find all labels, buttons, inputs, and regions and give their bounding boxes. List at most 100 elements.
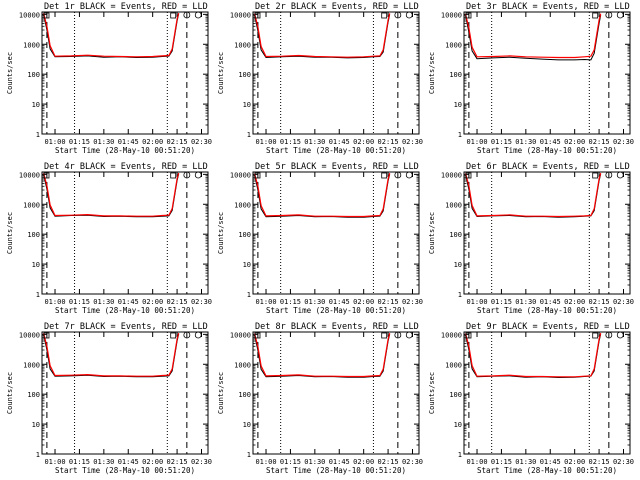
series-line-lld	[254, 333, 391, 378]
y-tick-label: 1000	[23, 201, 40, 209]
series-line-lld	[465, 332, 602, 378]
x-tick-label: 01:15	[491, 138, 512, 146]
x-axis-label: Start Time (28-May-10 00:51:20)	[266, 306, 406, 315]
end-marker-circle	[616, 171, 624, 179]
y-tick-label: 1000	[234, 201, 251, 209]
y-tick-label: 10000	[19, 11, 40, 19]
y-axis-label: Counts/sec	[217, 372, 225, 414]
detector-panel: Det 7r BLACK = Events, RED = LLD 1 10 100 10…	[6, 322, 212, 475]
end-marker-circle	[616, 11, 624, 19]
y-axis-label: Counts/sec	[6, 52, 14, 94]
x-tick-label: 01:45	[329, 138, 350, 146]
series-line-lld	[43, 172, 180, 217]
x-tick-label: 01:45	[329, 298, 350, 306]
y-tick-label: 100	[238, 71, 251, 79]
end-marker-square	[592, 12, 599, 19]
panel-title: Det 1r BLACK = Events, RED = LLD	[44, 2, 208, 12]
x-tick-label: 01:00	[466, 298, 487, 306]
panel-title: Det 9r BLACK = Events, RED = LLD	[466, 322, 630, 332]
x-tick-label: 01:30	[515, 298, 536, 306]
series-line-lld	[465, 13, 602, 59]
x-tick-label: 02:15	[167, 298, 188, 306]
end-marker-circle	[605, 171, 613, 179]
y-tick-label: 10000	[230, 171, 251, 179]
end-marker-square	[592, 332, 599, 339]
end-marker-square	[381, 172, 388, 179]
y-axis-label: Counts/sec	[217, 212, 225, 254]
y-tick-label: 10000	[230, 11, 251, 19]
series-line-lld	[465, 172, 602, 218]
y-tick-label: 1	[247, 291, 251, 299]
end-marker-circle	[394, 171, 402, 179]
x-tick-label: 02:15	[167, 458, 188, 466]
x-axis-label: Start Time (28-May-10 00:51:20)	[55, 466, 195, 475]
x-tick-label: 01:30	[93, 298, 114, 306]
start-marker-square	[43, 332, 50, 339]
y-tick-label: 1000	[234, 361, 251, 369]
x-tick-label: 02:15	[589, 298, 610, 306]
panel-title: Det 7r BLACK = Events, RED = LLD	[44, 322, 208, 332]
x-tick-label: 01:30	[93, 138, 114, 146]
plot-frame	[41, 331, 209, 455]
y-tick-label: 10	[454, 101, 462, 109]
x-tick-label: 01:15	[280, 298, 301, 306]
x-tick-label: 01:45	[118, 298, 139, 306]
end-marker-square	[381, 12, 388, 19]
y-tick-label: 10	[32, 261, 40, 269]
x-axis-label: Start Time (28-May-10 00:51:20)	[266, 146, 406, 155]
detector-panel: Det 5r BLACK = Events, RED = LLD 1 10 100 10…	[217, 162, 423, 315]
y-tick-label: 10000	[441, 171, 462, 179]
x-tick-label: 02:15	[589, 138, 610, 146]
x-tick-label: 02:30	[191, 458, 212, 466]
y-tick-label: 1	[458, 291, 462, 299]
end-marker-circle	[194, 11, 202, 19]
series-line-events	[465, 333, 602, 379]
y-tick-label: 1000	[445, 361, 462, 369]
y-tick-label: 1	[458, 131, 462, 139]
panel-title: Det 4r BLACK = Events, RED = LLD	[44, 162, 208, 172]
start-marker-square	[254, 12, 261, 19]
x-axis-label: Start Time (28-May-10 00:51:20)	[477, 146, 617, 155]
x-tick-label: 01:45	[540, 458, 561, 466]
y-tick-label: 1	[36, 131, 40, 139]
y-axis-label: Counts/sec	[6, 372, 14, 414]
series-line-events	[465, 173, 602, 218]
x-tick-label: 01:15	[280, 138, 301, 146]
x-tick-label: 01:30	[304, 138, 325, 146]
x-tick-label: 01:00	[44, 138, 65, 146]
series-line-events	[254, 173, 391, 218]
y-tick-label: 10000	[19, 331, 40, 339]
x-tick-label: 01:00	[466, 458, 487, 466]
panel-title: Det 5r BLACK = Events, RED = LLD	[255, 162, 419, 172]
plot-frame	[252, 331, 420, 455]
x-tick-label: 01:45	[329, 458, 350, 466]
series-line-lld	[254, 13, 391, 58]
series-line-events	[254, 14, 391, 59]
y-tick-label: 1000	[23, 41, 40, 49]
y-axis-label: Counts/sec	[428, 52, 436, 94]
plot-frame	[463, 11, 631, 135]
x-tick-label: 01:15	[491, 458, 512, 466]
x-axis-label: Start Time (28-May-10 00:51:20)	[55, 146, 195, 155]
y-tick-label: 10000	[441, 11, 462, 19]
x-tick-label: 01:45	[118, 458, 139, 466]
x-tick-label: 01:30	[515, 138, 536, 146]
end-marker-circle	[405, 11, 413, 19]
start-marker-square	[43, 12, 50, 19]
y-tick-label: 100	[449, 231, 462, 239]
y-tick-label: 10	[454, 261, 462, 269]
series-line-lld	[43, 12, 180, 58]
series-line-events	[465, 14, 602, 61]
y-tick-label: 1	[36, 291, 40, 299]
x-tick-label: 01:45	[540, 298, 561, 306]
y-tick-label: 10000	[441, 331, 462, 339]
series-line-events	[43, 173, 180, 218]
y-tick-label: 1	[458, 451, 462, 459]
end-marker-square	[170, 172, 177, 179]
series-line-lld	[43, 332, 180, 377]
y-tick-label: 100	[238, 391, 251, 399]
plot-frame	[252, 171, 420, 295]
end-marker-square	[592, 172, 599, 179]
x-tick-label: 01:00	[466, 138, 487, 146]
end-marker-circle	[183, 171, 191, 179]
